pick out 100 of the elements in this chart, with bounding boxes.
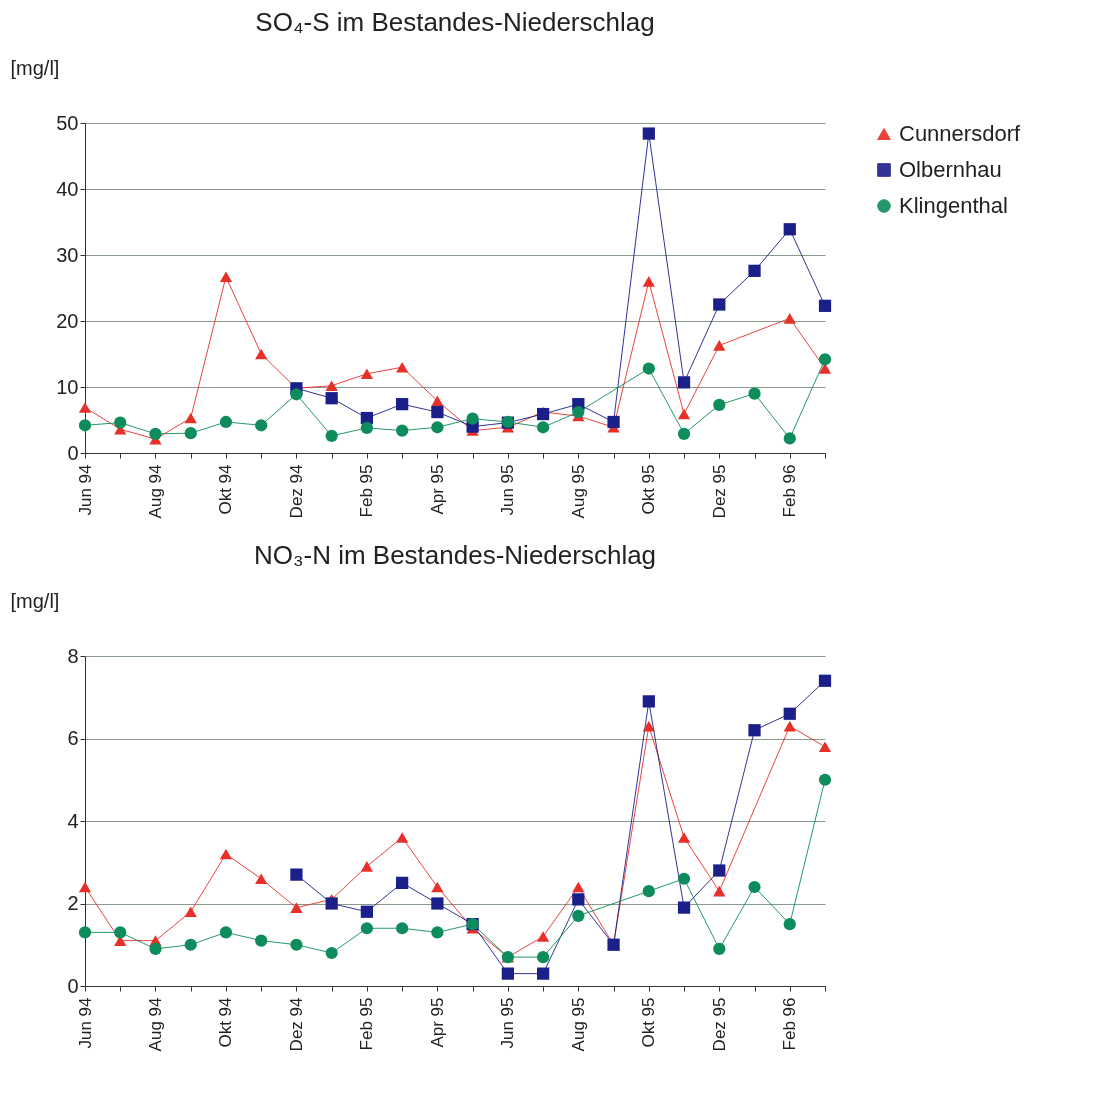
x-tick-label: Feb 95 bbox=[357, 464, 377, 518]
point bbox=[255, 934, 268, 947]
point bbox=[783, 918, 796, 931]
x-tick-label: Okt 95 bbox=[639, 997, 659, 1048]
point bbox=[290, 388, 303, 401]
point bbox=[536, 967, 550, 980]
point bbox=[290, 902, 303, 913]
point bbox=[677, 832, 691, 843]
x-tick-label: Okt 94 bbox=[216, 464, 236, 515]
point bbox=[290, 938, 303, 951]
y-tick-label: 0 bbox=[67, 974, 79, 997]
point bbox=[325, 392, 338, 405]
x-tick-label: Okt 95 bbox=[639, 464, 659, 515]
point bbox=[748, 387, 761, 400]
point bbox=[396, 876, 409, 889]
point bbox=[325, 429, 338, 442]
x-tick-label: Aug 94 bbox=[145, 464, 165, 519]
point bbox=[78, 419, 92, 432]
point bbox=[748, 264, 761, 277]
point bbox=[783, 223, 796, 236]
y-axis-title: [mg/l] bbox=[10, 589, 60, 612]
point bbox=[396, 398, 409, 411]
point bbox=[713, 298, 726, 311]
point bbox=[396, 832, 409, 843]
y-axis-title: [mg/l] bbox=[10, 56, 60, 79]
point bbox=[677, 901, 691, 914]
x-tick-label: Dez 95 bbox=[709, 464, 729, 519]
point bbox=[501, 967, 514, 980]
point bbox=[149, 427, 162, 440]
point bbox=[713, 885, 726, 897]
point bbox=[431, 897, 444, 910]
point bbox=[255, 873, 268, 885]
y-tick-label: 50 bbox=[56, 111, 79, 134]
point bbox=[396, 424, 409, 437]
point bbox=[255, 419, 268, 432]
point bbox=[255, 348, 268, 360]
y-tick-label: 8 bbox=[67, 644, 79, 667]
point bbox=[818, 363, 832, 374]
point bbox=[396, 361, 409, 373]
y-tick-label: 4 bbox=[67, 809, 79, 832]
point bbox=[431, 421, 444, 434]
x-tick-label: Feb 95 bbox=[357, 997, 377, 1051]
point bbox=[783, 707, 796, 720]
point bbox=[431, 881, 444, 893]
point bbox=[536, 951, 550, 964]
point bbox=[642, 885, 655, 898]
point bbox=[290, 868, 303, 881]
y-tick-label: 30 bbox=[56, 243, 79, 266]
x-tick-label: Dez 94 bbox=[286, 464, 306, 519]
point bbox=[219, 926, 233, 939]
x-tick-label: Feb 96 bbox=[780, 997, 800, 1051]
x-tick-label: Feb 96 bbox=[780, 464, 800, 518]
point bbox=[642, 720, 655, 732]
point bbox=[642, 695, 655, 708]
point bbox=[360, 368, 374, 380]
point bbox=[184, 412, 197, 424]
y-tick-label: 10 bbox=[56, 375, 79, 398]
point bbox=[114, 416, 127, 429]
point bbox=[713, 398, 726, 411]
point bbox=[677, 427, 691, 440]
point bbox=[78, 926, 92, 939]
legend-label: Olbernhau bbox=[899, 157, 1002, 182]
chart-title: SO₄-S im Bestandes-Niederschlag bbox=[255, 7, 655, 37]
x-tick-label: Jun 94 bbox=[75, 464, 95, 516]
x-tick-label: Jun 95 bbox=[498, 464, 518, 516]
point bbox=[184, 427, 197, 440]
point bbox=[818, 741, 832, 753]
x-tick-label: Okt 94 bbox=[216, 997, 236, 1048]
y-tick-label: 0 bbox=[67, 441, 79, 464]
x-tick-label: Jun 94 bbox=[75, 997, 95, 1049]
point bbox=[572, 893, 585, 906]
x-tick-label: Aug 94 bbox=[145, 997, 165, 1052]
y-tick-label: 6 bbox=[67, 727, 79, 749]
point bbox=[149, 942, 162, 955]
point bbox=[783, 432, 796, 445]
point bbox=[360, 905, 374, 918]
y-tick-label: 2 bbox=[67, 892, 79, 914]
point bbox=[818, 773, 832, 786]
point bbox=[818, 299, 832, 312]
point bbox=[572, 405, 585, 419]
point bbox=[396, 922, 409, 935]
point bbox=[818, 674, 832, 687]
point bbox=[536, 931, 550, 942]
point bbox=[748, 724, 761, 737]
point bbox=[184, 938, 197, 951]
point bbox=[431, 395, 444, 407]
point bbox=[748, 880, 761, 894]
point bbox=[642, 362, 655, 375]
point bbox=[642, 127, 655, 140]
point bbox=[360, 421, 374, 435]
point bbox=[783, 720, 796, 732]
point bbox=[219, 271, 233, 283]
point bbox=[713, 942, 726, 955]
point bbox=[818, 353, 832, 366]
point bbox=[607, 415, 620, 429]
point bbox=[114, 926, 127, 939]
x-tick-label: Aug 95 bbox=[568, 464, 588, 519]
point bbox=[677, 376, 691, 389]
x-tick-label: Apr 95 bbox=[427, 464, 447, 515]
point bbox=[325, 897, 338, 910]
